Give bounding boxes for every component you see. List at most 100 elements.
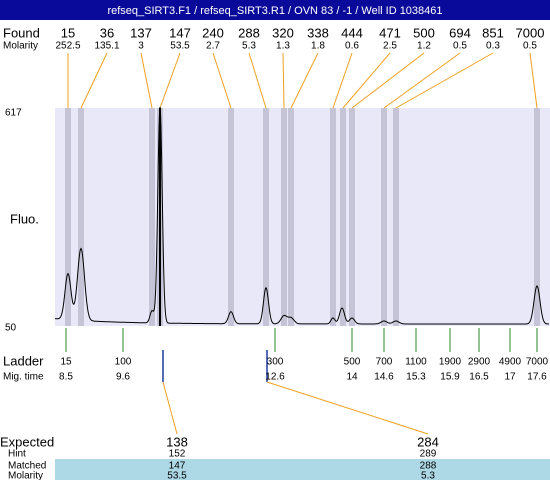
header-bar: [0, 0, 550, 20]
ladder-time: 14.6: [374, 372, 394, 383]
ladder-size: 1900: [439, 357, 462, 368]
peak-connector: [290, 52, 319, 109]
found-size: 137: [130, 25, 152, 40]
peak-connector: [140, 52, 153, 109]
peak-band: [228, 108, 234, 326]
peak-band: [288, 108, 294, 326]
found-molarity: 0.5: [453, 41, 467, 52]
found-molarity: 5.3: [242, 41, 256, 52]
peak-band: [263, 108, 269, 326]
peak-connector: [395, 52, 494, 109]
peak-connector: [282, 52, 285, 109]
peak-band: [534, 108, 540, 326]
found-size: 694: [449, 25, 471, 40]
expected-cell: 138: [166, 434, 188, 449]
peak-band: [281, 108, 287, 326]
molarity-label: Molarity: [3, 41, 38, 52]
found-size: 36: [100, 25, 114, 40]
ladder-time: 16.5: [469, 372, 489, 383]
connector: [162, 381, 178, 435]
found-size: 320: [272, 25, 294, 40]
found-size: 338: [307, 25, 329, 40]
peak-band: [349, 108, 355, 326]
ladder-size: 4900: [499, 357, 522, 368]
peak-band: [78, 108, 84, 326]
found-size: 444: [341, 25, 363, 40]
ladder-time: 15.3: [406, 372, 426, 383]
expected-row-label: Matched: [8, 461, 46, 472]
connector: [266, 381, 429, 435]
found-size: 851: [482, 25, 504, 40]
expected-cell: 284: [417, 434, 439, 449]
expected-row-label: Expected: [0, 434, 54, 449]
ladder-time: 9.6: [116, 372, 130, 383]
peak-connector: [212, 52, 232, 109]
peak-connector: [383, 52, 461, 109]
found-label: Found: [3, 25, 40, 40]
ladder-time: 12.6: [265, 372, 285, 383]
ladder-time: 8.5: [59, 372, 73, 383]
found-molarity: 1.3: [276, 41, 290, 52]
matched-row: [55, 459, 550, 480]
found-molarity: 53.5: [170, 41, 190, 52]
ladder-size: 7000: [526, 357, 549, 368]
found-size: 15: [61, 25, 75, 40]
y-label: Fluo.: [10, 211, 39, 226]
ladder-size: 700: [376, 357, 393, 368]
peak-band: [65, 108, 71, 326]
expected-cell: 289: [420, 449, 437, 460]
peak-connector: [529, 52, 538, 109]
time-label: Mig. time: [3, 372, 44, 383]
peak-band: [340, 108, 346, 326]
expected-cell: 152: [169, 449, 186, 460]
y-min: 50: [5, 323, 17, 334]
expected-cell: 5.3: [421, 471, 435, 480]
found-molarity: 0.5: [523, 41, 537, 52]
ladder-size: 100: [115, 357, 132, 368]
found-molarity: 252.5: [55, 41, 80, 52]
ladder-time: 14: [346, 372, 358, 383]
found-molarity: 1.2: [417, 41, 431, 52]
ladder-size: 500: [344, 357, 361, 368]
ladder-size: 15: [60, 357, 72, 368]
found-molarity: 135.1: [94, 41, 119, 52]
found-size: 7000: [516, 25, 545, 40]
found-size: 147: [169, 25, 191, 40]
found-size: 288: [238, 25, 260, 40]
peak-connector: [159, 52, 181, 109]
found-molarity: 3: [138, 41, 144, 52]
expected-row-label: Hint: [8, 449, 26, 460]
expected-cell: 288: [420, 461, 437, 472]
ladder-size: 300: [267, 357, 284, 368]
expected-cell: 147: [169, 461, 186, 472]
ladder-time: 17: [504, 372, 516, 383]
peak-band: [330, 108, 336, 326]
found-size: 500: [413, 25, 435, 40]
peak-connector: [80, 52, 108, 109]
expected-cell: 53.5: [167, 471, 187, 480]
y-max: 617: [5, 108, 22, 119]
found-molarity: 0.3: [486, 41, 500, 52]
found-size: 471: [379, 25, 401, 40]
found-molarity: 1.8: [311, 41, 325, 52]
ladder-label: Ladder: [3, 353, 44, 368]
ladder-size: 1100: [405, 357, 427, 368]
header-title: refseq_SIRT3.F1 / refseq_SIRT3.R1 / OVN …: [107, 5, 442, 17]
ladder-time: 15.9: [440, 372, 460, 383]
found-molarity: 2.5: [383, 41, 397, 52]
found-size: 240: [202, 25, 224, 40]
peak-connector: [351, 52, 425, 109]
found-molarity: 0.6: [345, 41, 359, 52]
peak-band: [381, 108, 387, 326]
peak-connector: [332, 52, 353, 109]
peak-connector: [248, 52, 267, 109]
peak-band: [393, 108, 399, 326]
ladder-time: 17.6: [527, 372, 547, 383]
ladder-size: 2900: [468, 357, 491, 368]
trace: [54, 107, 549, 325]
peak-band: [149, 108, 155, 326]
peak-connector: [342, 52, 391, 109]
expected-row-label: Molarity: [8, 471, 43, 480]
